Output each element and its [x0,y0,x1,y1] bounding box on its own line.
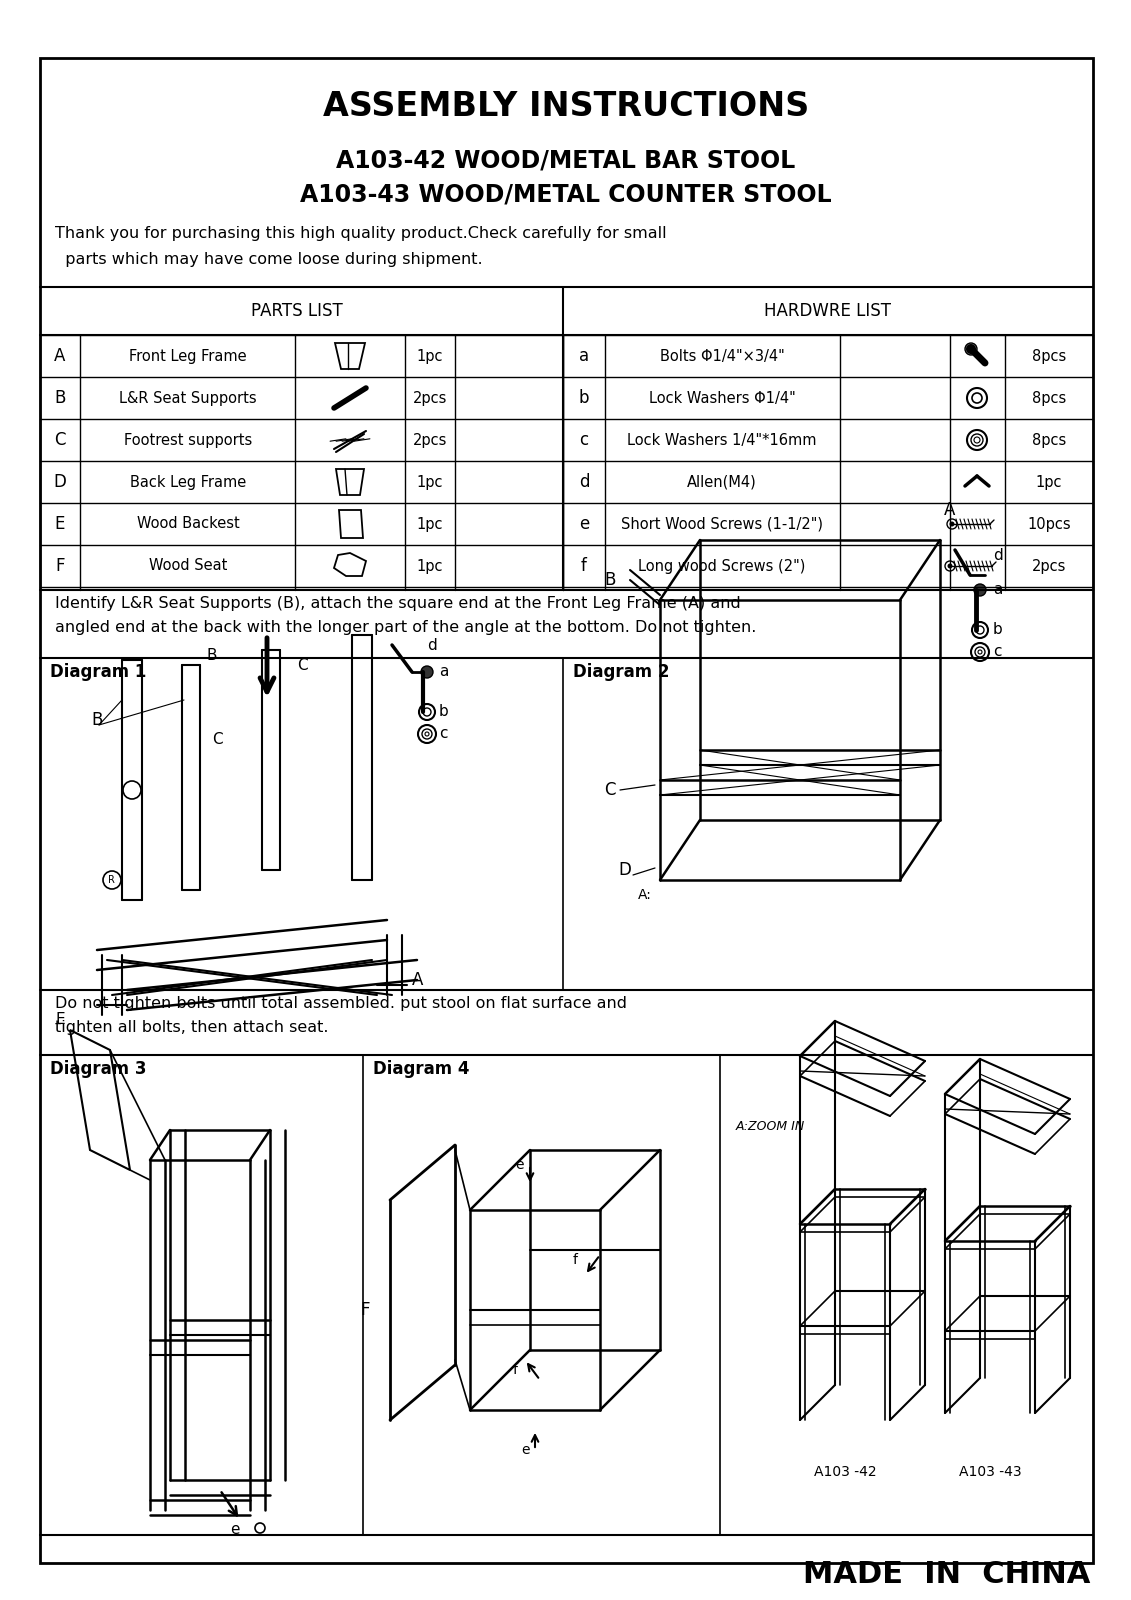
Text: A: A [944,501,956,518]
Text: angled end at the back with the longer part of the angle at the bottom. Do not t: angled end at the back with the longer p… [55,619,757,635]
Text: Thank you for purchasing this high quality product.Check carefully for small: Thank you for purchasing this high quali… [55,226,666,242]
Text: Short Wood Screws (1-1/2"): Short Wood Screws (1-1/2") [621,517,823,531]
Circle shape [948,563,952,568]
Text: 1pc: 1pc [416,517,443,531]
Text: MADE  IN  CHINA: MADE IN CHINA [803,1560,1090,1589]
Text: Diagram 3: Diagram 3 [50,1059,147,1078]
Text: e: e [231,1523,240,1538]
Text: Diagram 1: Diagram 1 [50,662,146,682]
Circle shape [965,342,977,355]
Text: 8pcs: 8pcs [1031,390,1067,405]
Text: a: a [439,664,448,680]
Text: c: c [579,430,588,450]
Text: 2pcs: 2pcs [413,390,447,405]
Text: C: C [54,430,66,450]
Text: F: F [361,1301,370,1318]
Circle shape [421,666,433,678]
Text: A: A [54,347,66,365]
Text: Wood Backest: Wood Backest [137,517,240,531]
Text: Footrest supports: Footrest supports [124,432,252,448]
Text: f: f [572,1253,578,1267]
Text: tighten all bolts, then attach seat.: tighten all bolts, then attach seat. [55,1021,328,1035]
Text: B: B [54,389,66,406]
Text: d: d [579,474,589,491]
Text: 1pc: 1pc [416,558,443,573]
Text: ASSEMBLY INSTRUCTIONS: ASSEMBLY INSTRUCTIONS [322,90,809,123]
Text: a: a [579,347,589,365]
Text: Do not tighten bolts until total assembled. put stool on flat surface and: Do not tighten bolts until total assembl… [55,995,627,1011]
Text: Diagram 4: Diagram 4 [373,1059,469,1078]
Text: D: D [53,474,67,491]
Text: B: B [207,648,217,662]
Text: HARDWRE LIST: HARDWRE LIST [765,302,891,320]
Text: b: b [993,622,1003,637]
Text: B: B [92,710,103,730]
Text: E: E [54,515,66,533]
Text: B: B [604,571,615,589]
Text: b: b [439,704,449,720]
Text: e: e [579,515,589,533]
Circle shape [966,344,976,354]
Circle shape [974,584,986,595]
Text: A:: A: [638,888,651,902]
Text: 8pcs: 8pcs [1031,432,1067,448]
Text: Lock Washers Φ1/4": Lock Washers Φ1/4" [648,390,795,405]
Text: Diagram 2: Diagram 2 [573,662,670,682]
Text: A103 -43: A103 -43 [959,1466,1021,1478]
Text: C: C [211,733,223,747]
Text: A: A [412,971,423,989]
Text: A103-42 WOOD/METAL BAR STOOL: A103-42 WOOD/METAL BAR STOOL [336,149,795,171]
Text: 8pcs: 8pcs [1031,349,1067,363]
Text: Back Leg Frame: Back Leg Frame [130,475,247,490]
Text: PARTS LIST: PARTS LIST [251,302,343,320]
Text: C: C [604,781,615,798]
Text: 2pcs: 2pcs [1031,558,1067,573]
Text: A103-43 WOOD/METAL COUNTER STOOL: A103-43 WOOD/METAL COUNTER STOOL [300,182,831,206]
Text: A:ZOOM IN: A:ZOOM IN [735,1120,804,1133]
Text: parts which may have come loose during shipment.: parts which may have come loose during s… [55,251,483,267]
Text: a: a [993,582,1002,597]
Text: Identify L&R Seat Supports (B), attach the square end at the Front Leg Frame (A): Identify L&R Seat Supports (B), attach t… [55,595,741,611]
Text: Bolts Φ1/4"×3/4": Bolts Φ1/4"×3/4" [659,349,785,363]
Text: Lock Washers 1/4"*16mm: Lock Washers 1/4"*16mm [628,432,817,448]
Text: b: b [579,389,589,406]
Text: d: d [993,547,1003,563]
Text: 2pcs: 2pcs [413,432,447,448]
Text: Allen(M4): Allen(M4) [688,475,757,490]
Text: Long wood Screws (2"): Long wood Screws (2") [638,558,805,573]
Text: 1pc: 1pc [416,475,443,490]
Text: F: F [55,557,64,574]
Text: 1pc: 1pc [416,349,443,363]
Text: e: e [520,1443,529,1458]
Text: E: E [55,1013,64,1027]
Text: D: D [619,861,631,878]
Text: 10pcs: 10pcs [1027,517,1071,531]
Circle shape [950,522,955,526]
Text: C: C [296,658,308,672]
Text: e: e [516,1158,525,1171]
Text: A103 -42: A103 -42 [813,1466,877,1478]
Text: L&R Seat Supports: L&R Seat Supports [119,390,257,405]
Text: c: c [993,645,1001,659]
Text: 1pc: 1pc [1036,475,1062,490]
Text: Front Leg Frame: Front Leg Frame [129,349,247,363]
Text: f: f [581,557,587,574]
Text: Wood Seat: Wood Seat [149,558,227,573]
Text: d: d [428,637,437,653]
Text: f: f [512,1363,518,1378]
Text: c: c [439,726,448,741]
Text: R: R [107,875,114,885]
